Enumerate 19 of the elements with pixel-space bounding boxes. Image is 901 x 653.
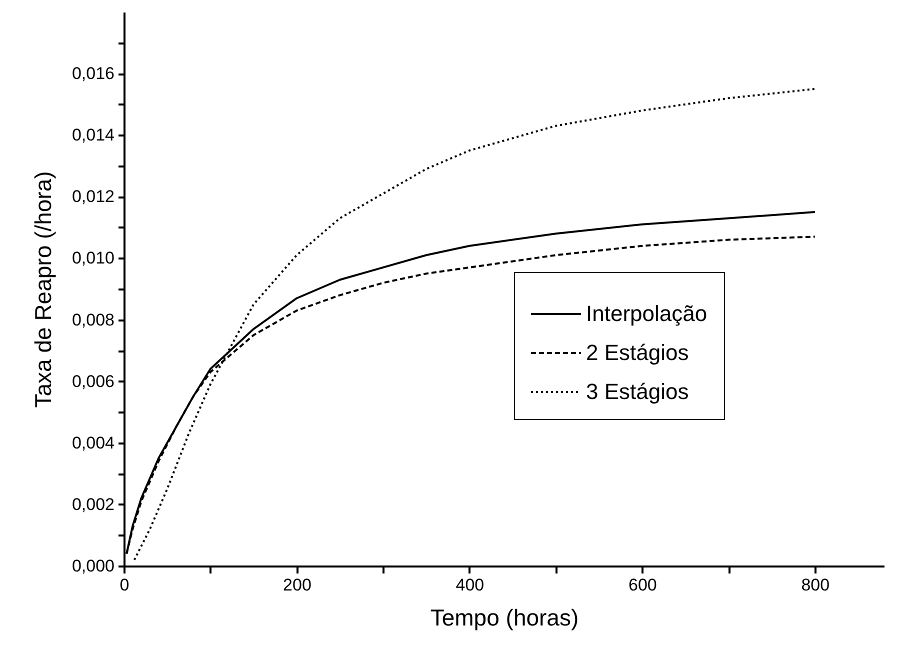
y-tick-label: 0,014	[72, 126, 114, 145]
y-tick-label: 0,016	[72, 64, 114, 84]
y-axis-title: Taxa de Reapro (/hora)	[30, 171, 56, 408]
x-tick-label: 400	[456, 576, 484, 594]
y-tick-label: 0,000	[72, 556, 114, 576]
x-tick-label: 600	[628, 576, 657, 594]
x-tick-label: 200	[283, 576, 312, 594]
y-tick-label: 0,002	[72, 494, 114, 514]
legend-label: 3 Estágios	[586, 379, 689, 404]
y-tick-label: 0,008	[72, 310, 114, 330]
legend-label: Interpolação	[586, 301, 708, 326]
x-tick-label: 0	[120, 576, 130, 594]
y-tick-label: 0,004	[72, 433, 114, 452]
y-tick-label: 0,010	[72, 248, 114, 268]
y-tick-label: 0,006	[72, 372, 114, 391]
y-tick-label: 0,012	[72, 187, 114, 206]
legend-label: 2 Estágios	[586, 340, 689, 365]
x-tick-label: 800	[801, 576, 830, 594]
x-axis-title: Tempo (horas)	[430, 604, 579, 630]
